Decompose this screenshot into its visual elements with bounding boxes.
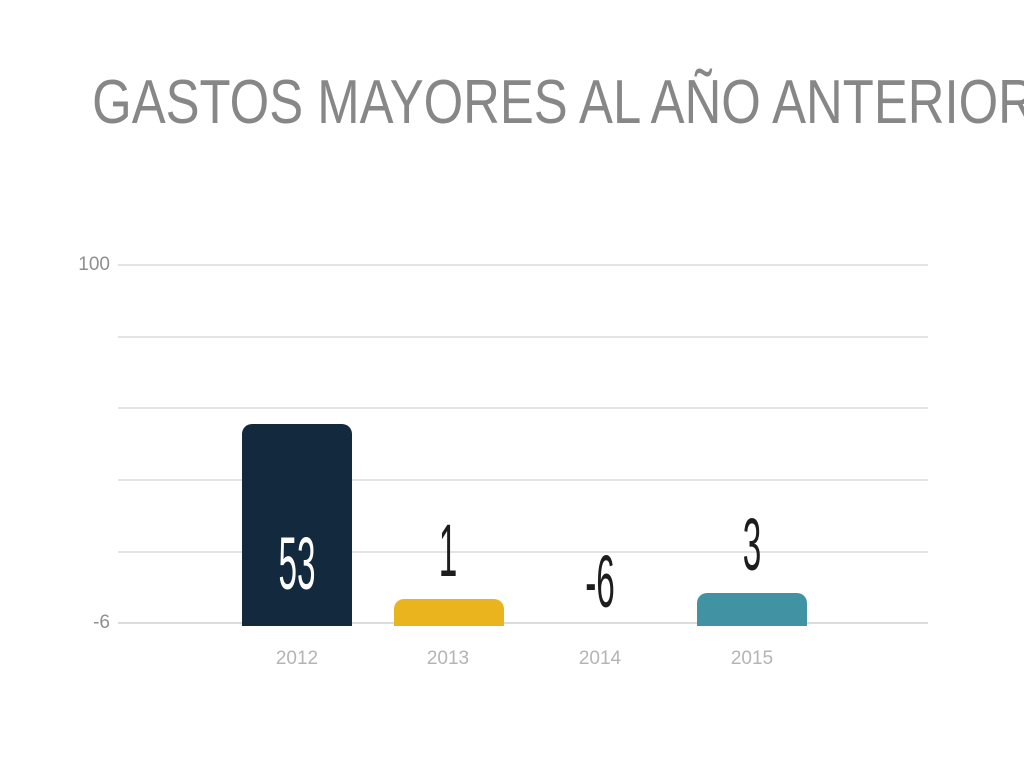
bar-2013: [394, 599, 504, 626]
x-axis-label-2012: 2012: [275, 648, 319, 669]
y-axis-label-min: -6: [93, 612, 110, 633]
bar-value-label-2015: 3: [742, 503, 762, 586]
bar-value-label-2013: 1: [438, 509, 458, 592]
gridline: [118, 264, 928, 266]
bar-2012: [242, 424, 352, 626]
x-axis-label-2015: 2015: [730, 648, 774, 669]
chart-title: GASTOS MAYORES AL AÑO ANTERIOR: [92, 67, 1024, 137]
bar-2015: [697, 593, 807, 626]
gridline: [118, 551, 928, 553]
x-axis-line: [118, 622, 928, 624]
x-axis-label-2013: 2013: [426, 648, 470, 669]
x-axis-label-2014: 2014: [578, 648, 622, 669]
y-axis-label-max: 100: [78, 254, 110, 275]
gridline: [118, 407, 928, 409]
bar-value-label-2014: -6: [585, 540, 615, 623]
gridline: [118, 479, 928, 481]
bar-value-label-2012: 53: [278, 522, 316, 605]
gridline: [118, 336, 928, 338]
